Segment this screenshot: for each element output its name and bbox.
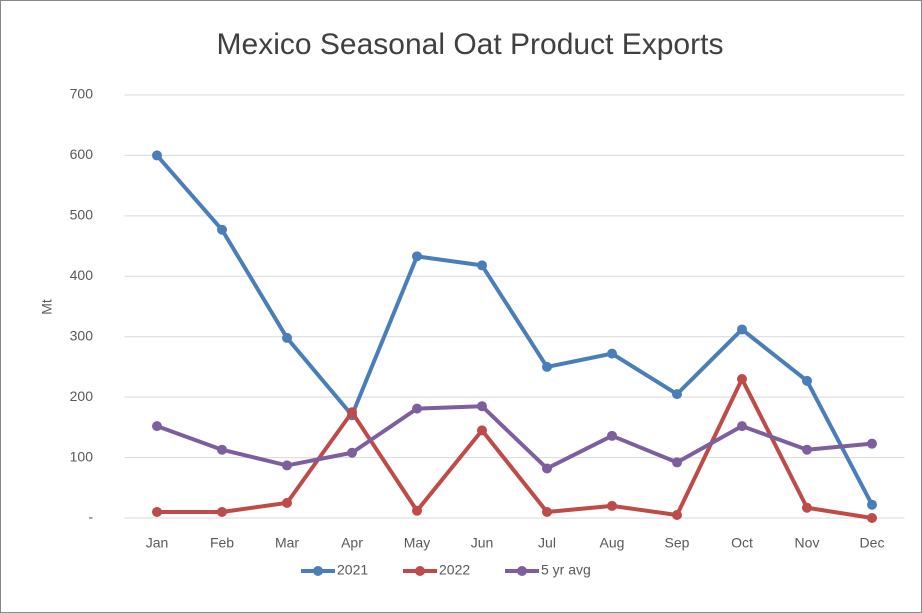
data-point	[607, 430, 617, 441]
data-point	[542, 361, 552, 372]
data-point	[412, 251, 422, 262]
data-point	[607, 500, 617, 511]
series-line	[157, 377, 873, 520]
data-point	[542, 463, 552, 474]
data-point	[802, 444, 812, 455]
y-tick-label: 700	[70, 86, 94, 102]
data-point	[672, 509, 682, 520]
data-point	[412, 505, 422, 516]
data-point	[737, 324, 747, 335]
x-tick-label: Mar	[275, 535, 299, 551]
series-line	[156, 404, 873, 471]
data-point	[477, 401, 487, 412]
legend-label: 5 yr avg	[541, 562, 591, 578]
series-line	[155, 154, 874, 506]
x-tick-label: Jul	[538, 535, 556, 551]
x-tick-label: May	[404, 535, 430, 551]
data-point	[282, 460, 292, 471]
x-tick-label: Apr	[341, 535, 363, 551]
y-tick-label: 400	[70, 267, 94, 283]
x-tick-label: Jun	[471, 535, 494, 551]
data-point	[347, 407, 357, 418]
legend-marker	[313, 566, 323, 576]
data-point	[282, 332, 292, 343]
chart-title: Mexico Seasonal Oat Product Exports	[217, 28, 724, 61]
y-tick-label: 300	[70, 327, 94, 343]
x-tick-label: Oct	[731, 535, 753, 551]
data-point	[607, 348, 617, 359]
data-point	[802, 502, 812, 513]
legend-marker	[517, 566, 527, 576]
data-point	[412, 403, 422, 414]
data-point	[217, 224, 227, 235]
data-point	[867, 513, 877, 523]
y-tick-label: 200	[70, 388, 94, 404]
data-point	[737, 374, 747, 385]
x-tick-label: Nov	[795, 535, 820, 551]
data-point	[152, 506, 162, 517]
data-point	[347, 447, 357, 458]
data-point	[477, 260, 487, 271]
data-point	[672, 457, 682, 468]
x-tick-label: Aug	[600, 535, 625, 551]
x-tick-label: Jan	[146, 535, 169, 551]
y-tick-label: 100	[70, 448, 94, 464]
data-point	[152, 421, 162, 432]
data-point	[867, 438, 877, 449]
x-tick-label: Sep	[665, 535, 690, 551]
data-point	[542, 506, 552, 517]
data-point	[867, 499, 877, 510]
data-point	[672, 389, 682, 400]
data-point	[737, 421, 747, 432]
legend-label: 2022	[439, 562, 470, 578]
x-tick-label: Dec	[860, 535, 885, 551]
legend-marker	[415, 566, 425, 576]
y-tick-label: -	[88, 509, 93, 525]
data-point	[217, 506, 227, 517]
data-point	[802, 375, 812, 386]
x-tick-label: Feb	[210, 535, 234, 551]
y-tick-label: 500	[70, 207, 94, 223]
y-tick-label: 600	[70, 146, 94, 162]
y-axis-label: Mt	[39, 299, 55, 315]
data-point	[217, 444, 227, 455]
data-point	[152, 150, 162, 161]
legend-label: 2021	[337, 562, 368, 578]
data-point	[282, 497, 292, 508]
data-point	[477, 425, 487, 436]
